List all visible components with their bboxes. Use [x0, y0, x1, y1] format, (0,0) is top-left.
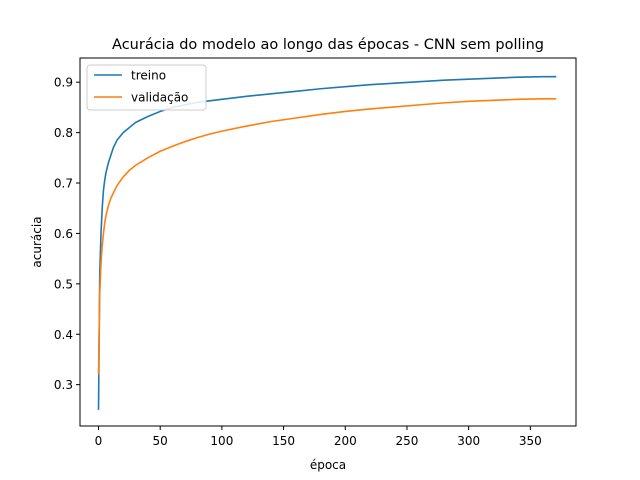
y-tick-label: 0.4 [54, 328, 73, 342]
legend-label-treino: treino [131, 69, 166, 83]
legend-box [86, 64, 207, 111]
x-tick-label: 100 [210, 434, 233, 448]
y-tick-label: 0.6 [54, 227, 73, 241]
legend: treino validação [86, 64, 207, 111]
y-axis: 0.3 0.4 0.5 0.6 0.7 0.8 0.9 [54, 76, 80, 392]
x-tick-label: 200 [334, 434, 357, 448]
x-tick-label: 150 [272, 434, 295, 448]
series-line-validação [97, 98, 557, 375]
chart-title: Acurácia do modelo ao longo das épocas -… [112, 37, 544, 53]
y-tick-label: 0.5 [54, 277, 73, 291]
x-tick-label: 50 [153, 434, 168, 448]
y-tick-label: 0.3 [54, 378, 73, 392]
y-tick-label: 0.9 [54, 76, 73, 90]
x-axis: 0 50 100 150 200 250 300 350 [95, 426, 542, 448]
y-axis-label: acurácia [30, 216, 44, 267]
plot-area-frame [79, 57, 577, 427]
y-tick-label: 0.7 [54, 177, 73, 191]
x-tick-label: 350 [519, 434, 542, 448]
x-axis-label: época [310, 458, 346, 472]
x-tick-label: 250 [396, 434, 419, 448]
x-tick-label: 0 [95, 434, 103, 448]
legend-label-validacao: validação [131, 91, 188, 105]
x-tick-label: 300 [457, 434, 480, 448]
y-tick-label: 0.8 [54, 126, 73, 140]
